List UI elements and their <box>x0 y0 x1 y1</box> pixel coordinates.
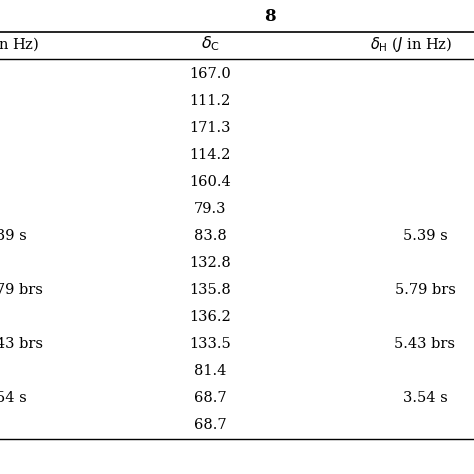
Text: 5.43 brs: 5.43 brs <box>394 337 456 351</box>
Text: $\it{J}$ in Hz): $\it{J}$ in Hz) <box>0 35 39 54</box>
Text: 68.7: 68.7 <box>194 391 226 405</box>
Text: 5.43 brs: 5.43 brs <box>0 337 43 351</box>
Text: $\delta_{\mathrm{C}}$: $\delta_{\mathrm{C}}$ <box>201 35 219 54</box>
Text: 5.79 brs: 5.79 brs <box>394 283 456 297</box>
Text: 5.39 s: 5.39 s <box>402 229 447 243</box>
Text: 68.7: 68.7 <box>194 418 226 432</box>
Text: 8: 8 <box>264 8 276 25</box>
Text: 160.4: 160.4 <box>189 175 231 189</box>
Text: 3.54 s: 3.54 s <box>0 391 27 405</box>
Text: 3.54 s: 3.54 s <box>402 391 447 405</box>
Text: 133.5: 133.5 <box>189 337 231 351</box>
Text: 132.8: 132.8 <box>189 256 231 270</box>
Text: 5.79 brs: 5.79 brs <box>0 283 43 297</box>
Text: 171.3: 171.3 <box>189 121 231 135</box>
Text: $\delta_{\mathrm{H}}$ ($\it{J}$ in Hz): $\delta_{\mathrm{H}}$ ($\it{J}$ in Hz) <box>370 35 452 54</box>
Text: 5.39 s: 5.39 s <box>0 229 27 243</box>
Text: 83.8: 83.8 <box>193 229 227 243</box>
Text: 111.2: 111.2 <box>190 94 231 108</box>
Text: 136.2: 136.2 <box>189 310 231 324</box>
Text: 135.8: 135.8 <box>189 283 231 297</box>
Text: 167.0: 167.0 <box>189 67 231 81</box>
Text: 81.4: 81.4 <box>194 364 226 378</box>
Text: 79.3: 79.3 <box>194 202 226 216</box>
Text: 114.2: 114.2 <box>189 148 231 162</box>
